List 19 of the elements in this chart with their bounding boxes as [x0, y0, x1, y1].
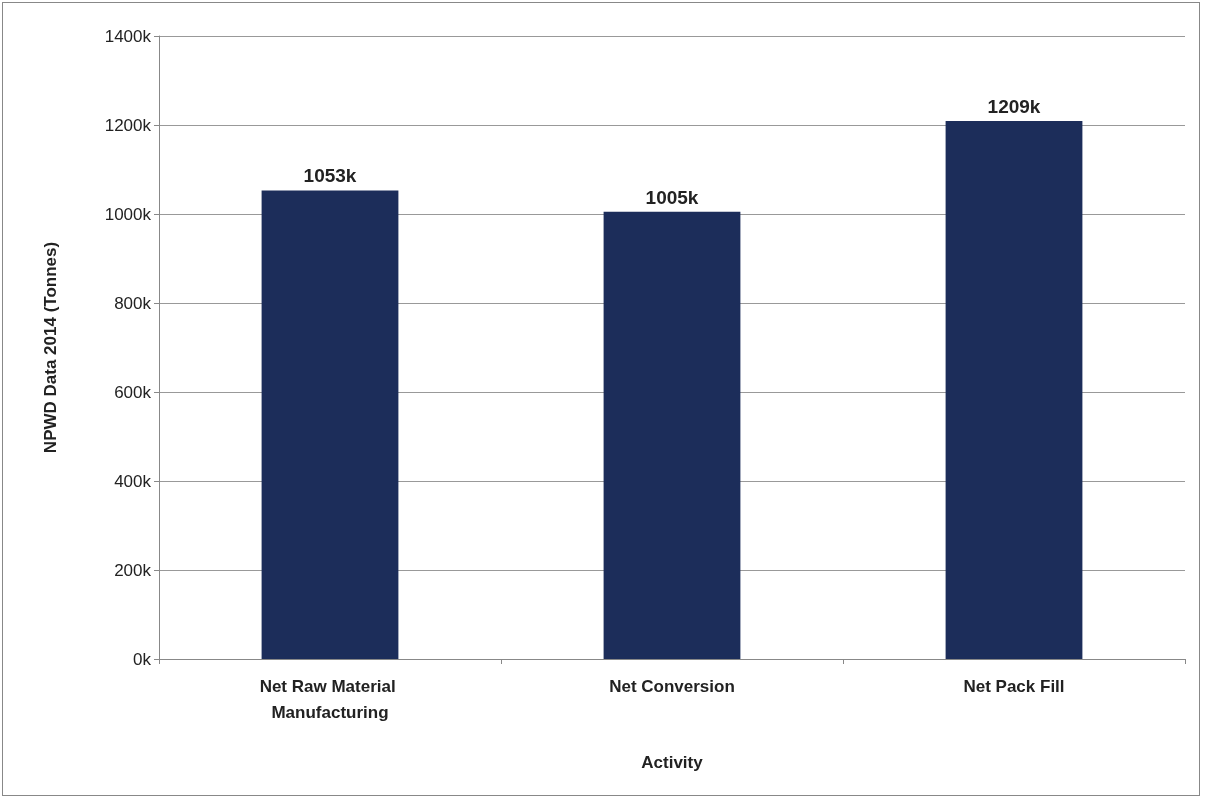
y-tick-label: 1000k — [104, 204, 152, 224]
y-tick-label: 0k — [133, 649, 152, 669]
y-tick-label: 1200k — [104, 115, 152, 135]
x-axis-title: Activity — [641, 753, 704, 772]
x-tick-label: Net Conversion — [609, 676, 735, 696]
y-axis-title: NPWD Data 2014 (Tonnes) — [41, 241, 60, 454]
data-label: 1209k — [987, 96, 1041, 117]
y-tick-label: 200k — [114, 560, 152, 580]
bar — [261, 190, 399, 659]
data-label: 1053k — [303, 165, 357, 187]
x-tick-label: Net Pack Fill — [963, 676, 1065, 696]
y-tick-label: 1400k — [104, 26, 152, 46]
x-tick-label: Net Raw Material Manufacturing — [259, 676, 401, 722]
y-tick-label: 400k — [114, 471, 152, 491]
data-label: 1005k — [645, 186, 699, 208]
y-tick-label: 600k — [114, 382, 152, 402]
y-tick-label: 800k — [114, 293, 152, 313]
bar — [603, 211, 741, 659]
bar — [945, 121, 1083, 659]
